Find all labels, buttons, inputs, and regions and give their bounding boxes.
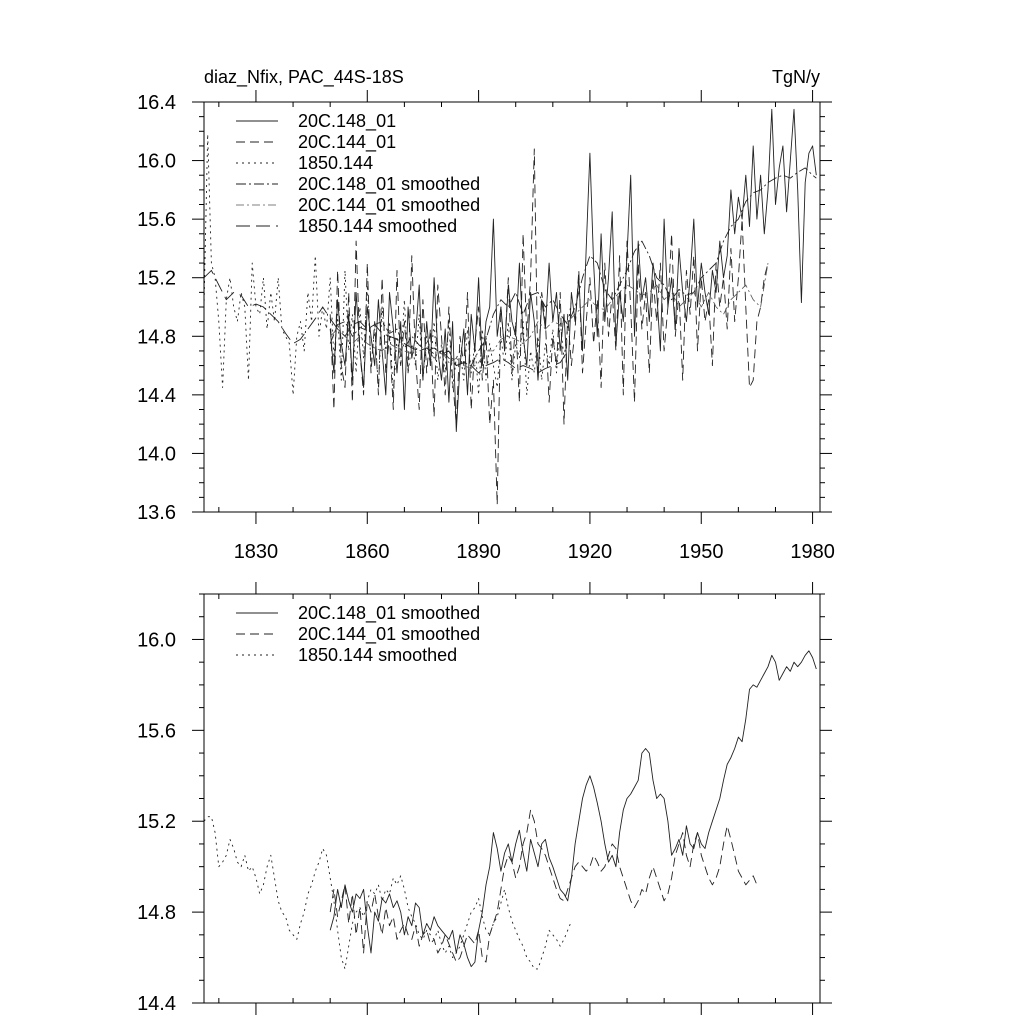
- top-x-tick-label: 1980: [790, 541, 835, 563]
- top-legend-label-1850-144: 1850.144: [298, 153, 373, 173]
- top-legend-label-20c-148-01: 20C.148_01: [298, 111, 396, 132]
- bottom-series-1850-144-smoothed: [203, 816, 572, 970]
- top-y-tick-label: 14.0: [137, 443, 176, 465]
- bottom-y-tick-label: 15.2: [137, 811, 176, 833]
- top-series-1850-144: [203, 133, 572, 396]
- top-series-20c-148-01-smoothed: [329, 167, 817, 367]
- top-y-tick-label: 13.6: [137, 502, 176, 524]
- bottom-y-tick-label: 15.6: [137, 720, 176, 742]
- top-x-tick-label: 1950: [679, 541, 724, 563]
- bottom-chart-panel: 14.4 14.8 15.2 15.6 16.0 20C.148_01 smoothed…: [137, 582, 832, 1015]
- top-series-20c-144-01: [329, 148, 769, 506]
- chart-units: TgN/y: [772, 67, 820, 87]
- top-series-20c-148-01: [329, 108, 817, 432]
- bottom-axes-group: 14.4 14.8 15.2 15.6 16.0: [137, 582, 832, 1015]
- top-y-tick-label: 16.0: [137, 151, 176, 173]
- bottom-y-tick-label: 16.0: [137, 629, 176, 651]
- bottom-series-20c-144-01-smoothed: [329, 809, 758, 963]
- bottom-y-tick-label: 14.8: [137, 902, 176, 924]
- top-y-tick-label: 14.4: [137, 385, 176, 407]
- top-legend-label-20c-144-01-smoothed: 20C.144_01 smoothed: [298, 195, 480, 216]
- bottom-series-group: [203, 650, 817, 970]
- top-x-tick-label: 1890: [456, 541, 501, 563]
- top-y-tick-label: 15.2: [137, 268, 176, 290]
- top-chart-panel: diaz_Nfix, PAC_44S-18S TgN/y 1830 1860 189…: [137, 67, 835, 563]
- top-y-tick-label: 14.8: [137, 326, 176, 348]
- bottom-legend-label-20c-144-01-smoothed: 20C.144_01 smoothed: [298, 624, 480, 645]
- top-series-1850-144-smoothed: [203, 269, 569, 374]
- top-axes-group: 1830 1860 1890 1920 1950 1980 13.6 14.0 14.4 14.8…: [137, 90, 835, 563]
- top-x-tick-label: 1830: [234, 541, 279, 563]
- top-y-tick-label: 16.4: [137, 92, 176, 114]
- top-x-tick-label: 1920: [568, 541, 613, 563]
- chart-title: diaz_Nfix, PAC_44S-18S: [204, 67, 404, 88]
- bottom-series-20c-148-01-smoothed: [329, 650, 817, 968]
- top-series-20c-144-01-smoothed: [329, 263, 769, 369]
- top-legend-label-20c-144-01: 20C.144_01: [298, 132, 396, 153]
- top-series-group: [203, 108, 817, 506]
- bottom-legend-label-1850-144-smoothed: 1850.144 smoothed: [298, 645, 457, 665]
- bottom-y-tick-label: 14.4: [137, 993, 176, 1015]
- top-legend-label-1850-144-smoothed: 1850.144 smoothed: [298, 216, 457, 236]
- top-legend-label-20c-148-01-smoothed: 20C.148_01 smoothed: [298, 174, 480, 195]
- top-x-tick-label: 1860: [345, 541, 390, 563]
- bottom-legend-label-20c-148-01-smoothed: 20C.148_01 smoothed: [298, 603, 480, 624]
- top-y-tick-label: 15.6: [137, 209, 176, 231]
